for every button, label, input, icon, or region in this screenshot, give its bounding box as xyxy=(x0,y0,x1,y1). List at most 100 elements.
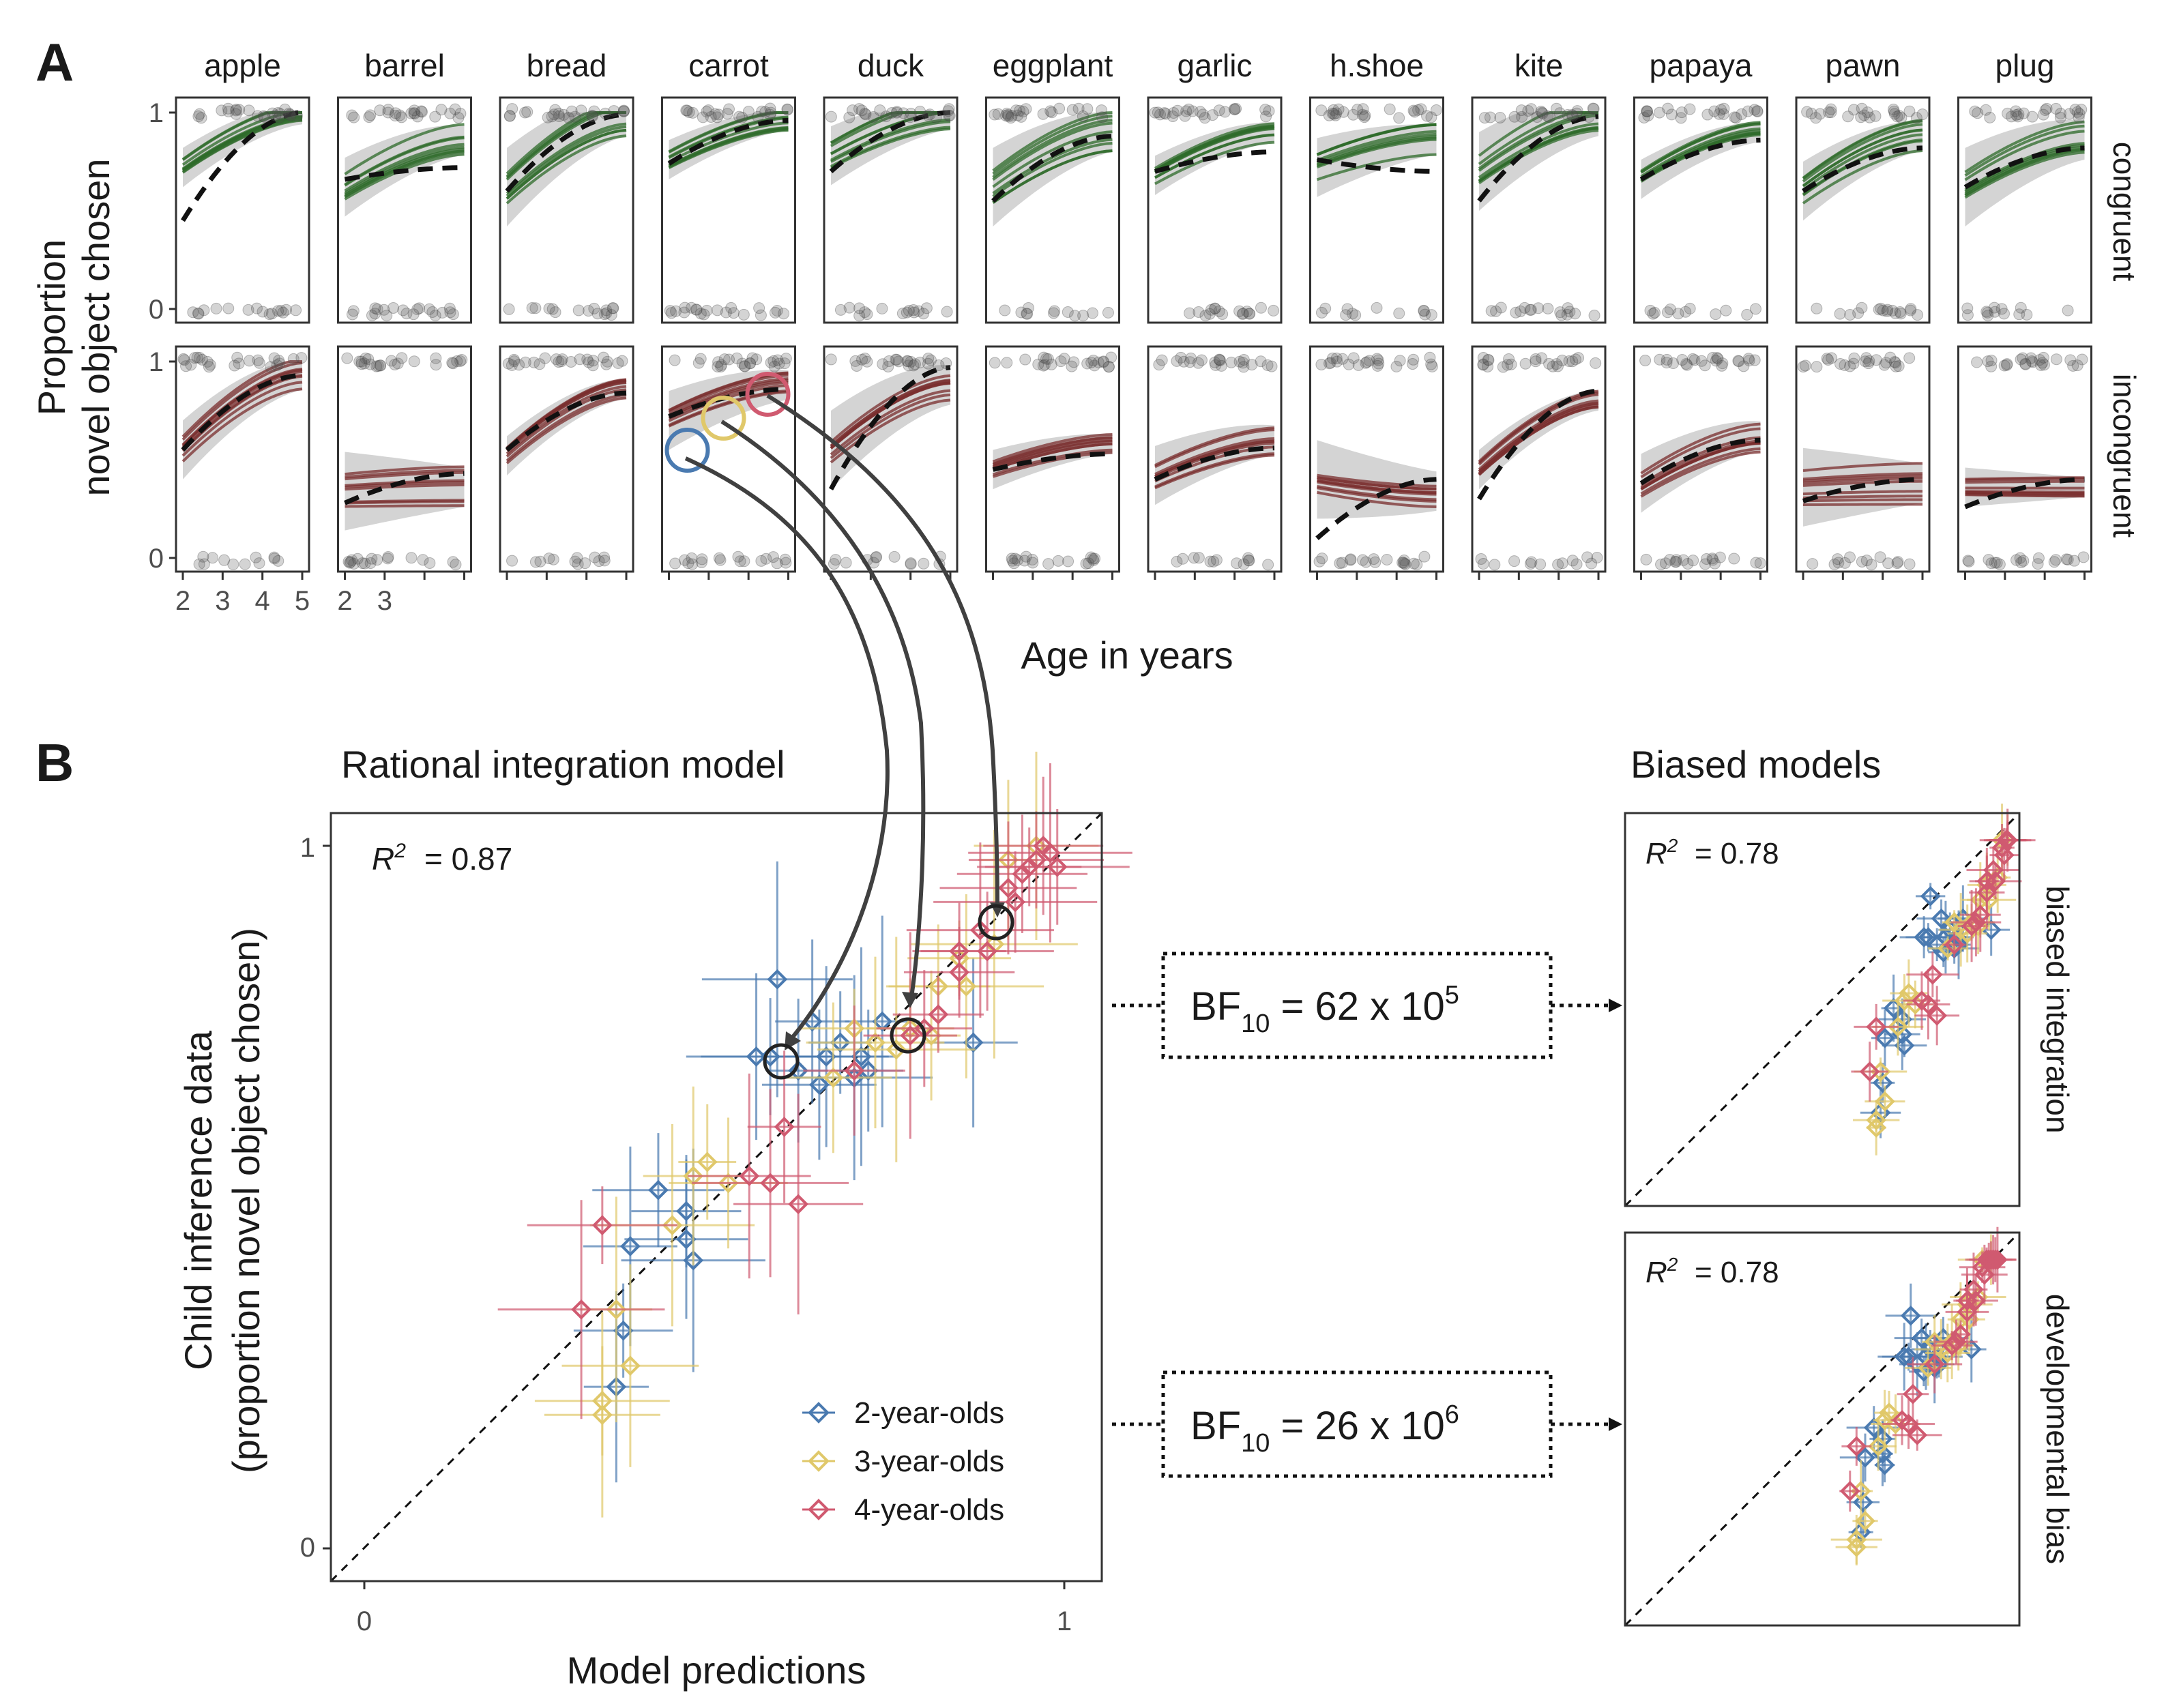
model-line xyxy=(1317,479,1437,494)
response-point xyxy=(557,108,570,121)
response-point xyxy=(1238,558,1250,570)
response-point xyxy=(1536,106,1548,119)
facet-h.shoe-incongruent xyxy=(1309,345,1444,580)
point-marker xyxy=(662,1215,683,1236)
response-point xyxy=(360,352,372,364)
svg-text:BF10 = 26 x 106: BF10 = 26 x 106 xyxy=(1190,1400,1459,1458)
response-point xyxy=(742,106,755,118)
response-point xyxy=(1531,111,1543,123)
point-marker xyxy=(970,919,991,941)
response-point xyxy=(1566,355,1579,368)
response-point xyxy=(1203,308,1216,320)
response-point xyxy=(1326,107,1339,119)
response-point xyxy=(765,357,777,369)
response-point xyxy=(396,352,408,364)
response-point xyxy=(1751,105,1764,117)
response-point xyxy=(1547,360,1559,372)
y-tick-label: 1 xyxy=(149,347,164,377)
response-point xyxy=(1160,108,1172,120)
response-point xyxy=(291,110,303,122)
response-point xyxy=(187,306,199,319)
response-point xyxy=(1096,104,1108,117)
response-point xyxy=(2002,107,2014,119)
facet-frame xyxy=(1147,96,1283,324)
point-marker xyxy=(1927,934,1948,955)
response-point xyxy=(1188,552,1200,564)
response-point xyxy=(905,107,917,119)
response-point xyxy=(375,359,387,372)
response-point xyxy=(1563,355,1575,367)
response-point xyxy=(351,553,364,565)
response-point xyxy=(1982,310,1994,322)
response-point xyxy=(617,104,630,117)
response-point xyxy=(1641,105,1653,117)
point-marker xyxy=(1874,1410,1895,1430)
response-point xyxy=(1814,108,1826,120)
response-point xyxy=(1695,355,1708,367)
response-point xyxy=(1873,304,1885,316)
response-point xyxy=(1199,112,1211,124)
strip-label-duck: duck xyxy=(858,48,924,83)
model-line xyxy=(344,147,465,196)
model-line xyxy=(1802,490,1923,496)
facet-apple-congruent: 10 xyxy=(149,96,310,325)
response-point xyxy=(284,108,296,121)
response-point xyxy=(600,358,613,370)
response-point xyxy=(601,355,613,368)
facet-frame xyxy=(337,345,472,573)
point-4-year-olds xyxy=(1906,952,1959,998)
response-point xyxy=(1077,310,1090,322)
data-fit-line xyxy=(1316,157,1437,174)
response-point xyxy=(1811,302,1823,314)
response-point xyxy=(2017,107,2030,119)
response-point xyxy=(720,306,732,319)
point-3-year-olds xyxy=(678,1104,737,1220)
response-point xyxy=(679,554,691,566)
response-point xyxy=(1707,351,1719,364)
response-point xyxy=(1345,554,1357,566)
model-line xyxy=(345,504,465,508)
response-point xyxy=(1861,106,1873,119)
response-point xyxy=(243,104,255,117)
response-point xyxy=(1709,557,1721,570)
response-point xyxy=(1495,301,1507,314)
facet-frame xyxy=(1795,96,1931,324)
model-ribbon xyxy=(345,452,465,531)
response-point xyxy=(732,550,744,563)
response-point xyxy=(1088,359,1100,372)
response-point xyxy=(265,361,277,373)
facet-label-biased-integration: biased integration xyxy=(2040,885,2075,1133)
response-point xyxy=(843,301,856,314)
response-point xyxy=(736,357,748,370)
response-point xyxy=(2060,553,2073,565)
response-point xyxy=(1847,357,1860,370)
response-point xyxy=(686,552,698,564)
response-point xyxy=(1699,558,1711,570)
response-point xyxy=(1870,354,1882,366)
response-point xyxy=(877,358,889,370)
response-point xyxy=(825,111,837,123)
response-point xyxy=(423,303,435,315)
response-point xyxy=(405,107,418,119)
response-point xyxy=(1238,353,1250,366)
response-point xyxy=(1195,354,1208,366)
response-point xyxy=(358,357,370,370)
response-point xyxy=(1243,555,1255,567)
response-point xyxy=(1052,555,1064,567)
response-point xyxy=(283,107,295,119)
response-point xyxy=(2073,112,2085,124)
point-marker xyxy=(1980,1249,2002,1270)
point-marker xyxy=(1875,1091,1895,1112)
svg-text:4-year-olds: 4-year-olds xyxy=(854,1493,1004,1527)
response-point xyxy=(1848,352,1860,364)
response-point xyxy=(456,354,468,366)
point-marker xyxy=(620,1355,641,1376)
strip-label-garlic: garlic xyxy=(1178,48,1253,83)
response-point xyxy=(1153,359,1165,371)
response-point xyxy=(295,352,308,364)
y-tick-label: 0 xyxy=(149,295,164,325)
model-line xyxy=(668,381,789,420)
facet-frame xyxy=(1795,345,1931,573)
svg-text:BF10 = 62 x 105: BF10 = 62 x 105 xyxy=(1190,981,1459,1038)
point-4-year-olds xyxy=(912,902,1006,1000)
